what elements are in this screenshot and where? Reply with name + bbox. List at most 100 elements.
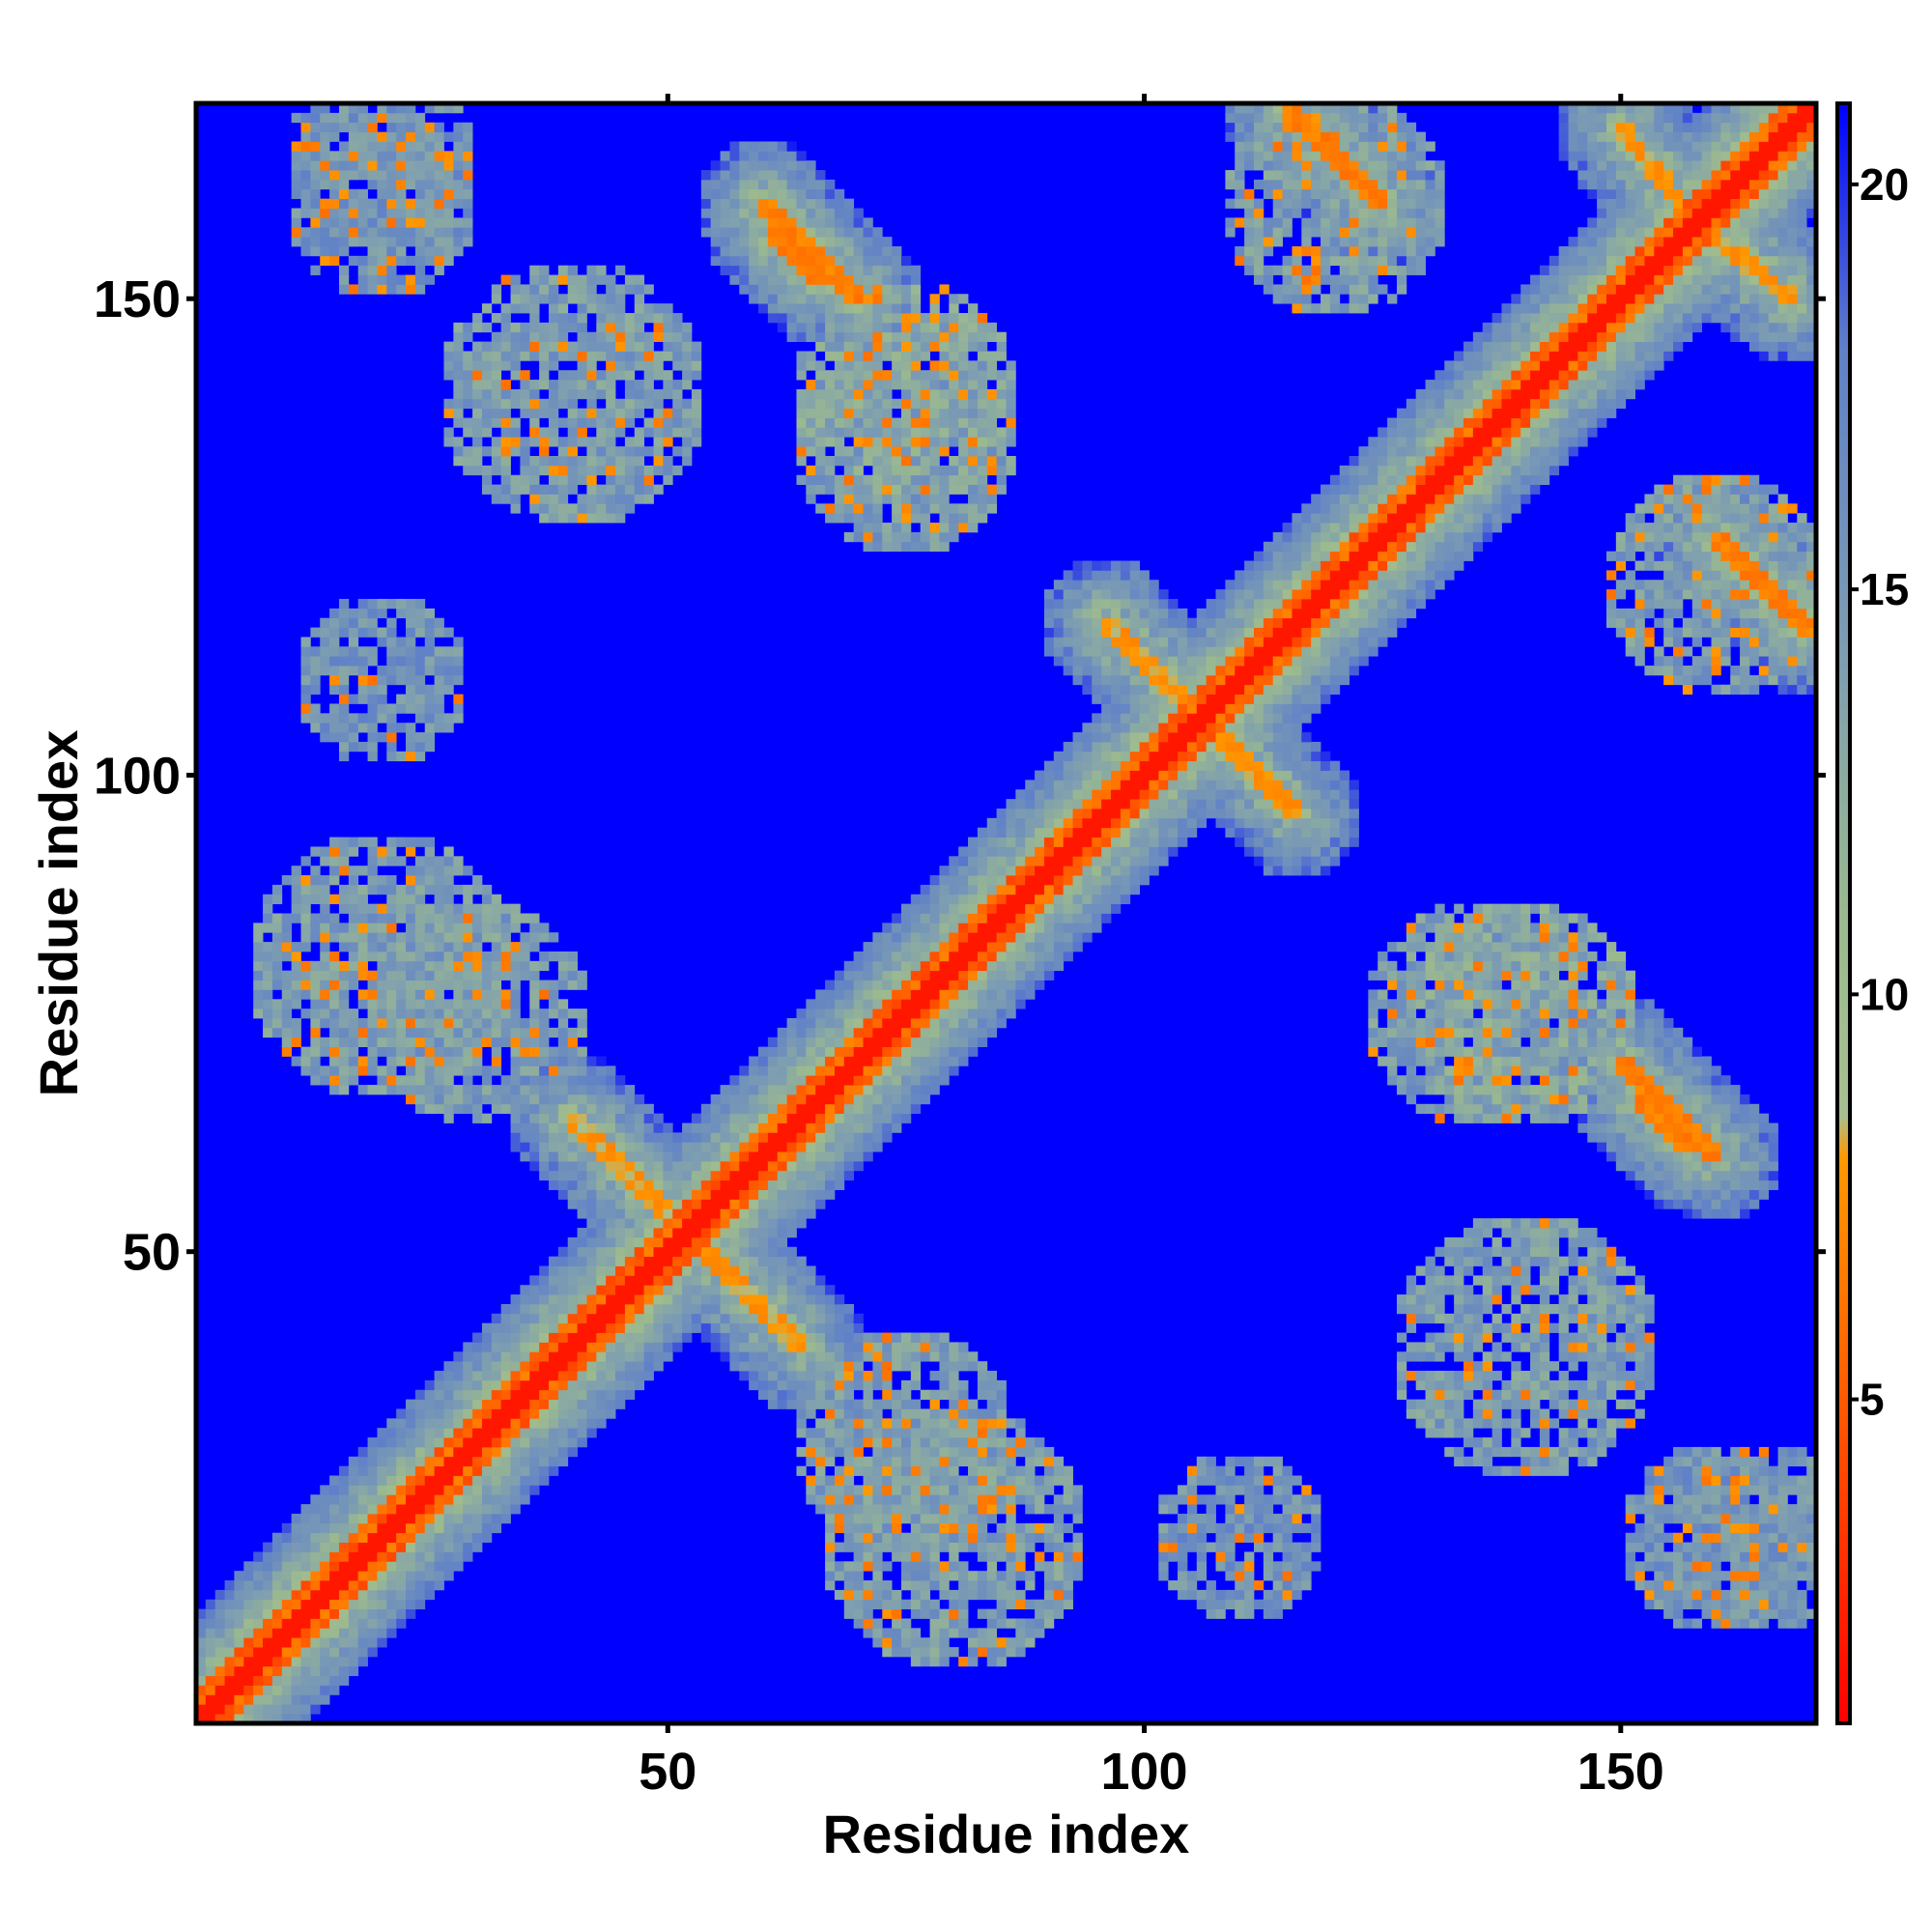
heatmap-cell: [472, 1513, 483, 1524]
heatmap-cell: [863, 1437, 873, 1448]
heatmap-cell: [900, 1542, 912, 1552]
heatmap-cell: [243, 1637, 254, 1648]
heatmap-cell: [767, 1160, 779, 1172]
heatmap-cell: [577, 1113, 587, 1123]
heatmap-cell: [958, 1437, 969, 1448]
heatmap-cell: [825, 1485, 836, 1495]
heatmap-cell: [557, 1437, 569, 1448]
heatmap-cell: [672, 1189, 683, 1200]
heatmap-cell: [586, 1199, 597, 1209]
heatmap-cell: [510, 1371, 521, 1381]
heatmap-cell: [949, 1494, 959, 1505]
heatmap-cell: [529, 388, 540, 400]
heatmap-cell: [234, 1628, 244, 1638]
heatmap-cell: [682, 341, 693, 352]
heatmap-cell: [586, 1332, 597, 1343]
heatmap-cell: [863, 370, 873, 381]
heatmap-cell: [767, 217, 779, 228]
heatmap-cell: [586, 1113, 597, 1123]
heatmap-cell: [320, 1599, 330, 1610]
heatmap-cell: [424, 151, 436, 161]
heatmap-cell: [414, 1561, 426, 1572]
heatmap-cell: [882, 923, 893, 933]
heatmap-cell: [729, 1361, 740, 1372]
heatmap-cell: [739, 265, 750, 275]
heatmap-cell: [806, 1103, 816, 1115]
heatmap-cell: [424, 732, 436, 743]
heatmap-cell: [929, 1485, 940, 1495]
heatmap-cell: [892, 427, 902, 438]
heatmap-cell: [320, 245, 330, 257]
heatmap-cell: [786, 1122, 797, 1133]
heatmap-cell: [253, 1009, 264, 1019]
heatmap-cell: [624, 1236, 636, 1248]
heatmap-cell: [510, 1342, 521, 1352]
heatmap-cell: [567, 437, 578, 447]
heatmap-cell: [510, 1122, 521, 1133]
heatmap-cell: [786, 322, 797, 333]
heatmap-cell: [739, 1160, 750, 1172]
heatmap-cell: [949, 294, 959, 304]
heatmap-cell: [843, 1371, 855, 1381]
heatmap-cell: [320, 217, 330, 228]
heatmap-cell: [234, 1647, 244, 1658]
heatmap-cell: [853, 1542, 864, 1552]
heatmap-cell: [834, 274, 845, 285]
heatmap-cell: [653, 370, 664, 381]
heatmap-cell: [386, 913, 397, 923]
heatmap-cell: [481, 341, 493, 352]
heatmap-cell: [510, 999, 521, 1009]
heatmap-cell: [929, 484, 940, 495]
heatmap-cell: [825, 1561, 836, 1572]
heatmap-cell: [310, 627, 321, 638]
heatmap-cell: [557, 1275, 569, 1286]
heatmap-cell: [653, 1132, 664, 1143]
heatmap-cell: [567, 1037, 578, 1047]
heatmap-cell: [453, 1513, 464, 1524]
heatmap-cell: [520, 1332, 530, 1343]
heatmap-cell: [386, 179, 397, 190]
heatmap-cell: [596, 408, 607, 418]
heatmap-cell: [472, 1485, 483, 1495]
heatmap-cell: [548, 1446, 559, 1458]
heatmap-cell: [929, 465, 940, 476]
heatmap-cell: [815, 1428, 826, 1438]
heatmap-cell: [815, 1199, 826, 1209]
heatmap-cell: [396, 1618, 407, 1629]
heatmap-cell: [300, 970, 311, 980]
heatmap-cell: [539, 1151, 550, 1162]
heatmap-cell: [500, 942, 511, 952]
heatmap-cell: [872, 1599, 883, 1610]
heatmap-cell: [291, 1589, 301, 1601]
heatmap-cell: [596, 1246, 607, 1258]
heatmap-cell: [900, 1637, 912, 1648]
heatmap-cell: [939, 1475, 950, 1486]
heatmap-cell: [529, 341, 540, 352]
heatmap-cell: [615, 1303, 626, 1315]
heatmap-cell: [834, 427, 845, 438]
heatmap-cell: [929, 951, 940, 962]
heatmap-cell: [291, 227, 301, 238]
heatmap-cell: [443, 1418, 454, 1429]
heatmap-cell: [406, 1571, 416, 1581]
heatmap-cell: [606, 1170, 616, 1181]
heatmap-cell: [338, 1046, 350, 1057]
heatmap-cell: [900, 1494, 912, 1505]
heatmap-cell: [939, 1542, 950, 1552]
heatmap-cell: [615, 360, 626, 371]
heatmap-cell: [815, 360, 826, 371]
heatmap-cell: [548, 294, 559, 304]
heatmap-cell: [920, 1571, 930, 1581]
heatmap-cell: [491, 970, 502, 980]
heatmap-cell: [910, 894, 922, 905]
heatmap-cell: [414, 713, 426, 724]
heatmap-cell: [796, 208, 807, 218]
heatmap-cell: [843, 1122, 855, 1133]
heatmap-cell: [577, 331, 587, 343]
heatmap-cell: [453, 989, 464, 1000]
heatmap-cell: [320, 980, 330, 990]
heatmap-cell: [567, 1246, 578, 1258]
heatmap-cell: [806, 465, 816, 476]
heatmap-cell: [348, 1551, 359, 1562]
heatmap-cell: [529, 1027, 540, 1038]
